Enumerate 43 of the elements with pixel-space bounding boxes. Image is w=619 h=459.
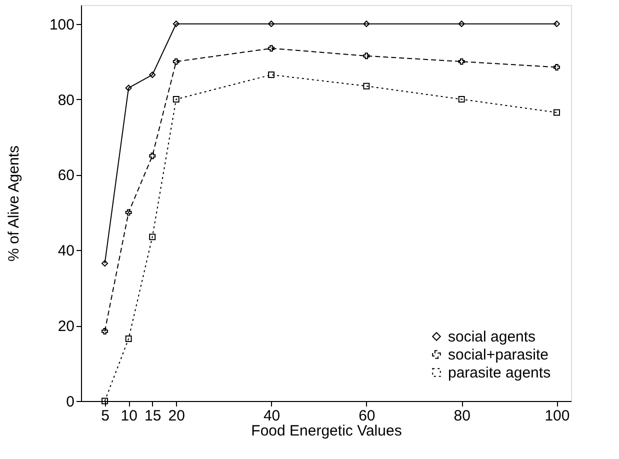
x-tick-label: 100 — [544, 408, 570, 424]
legend-label: social agents — [448, 328, 536, 346]
x-tick-label: 20 — [168, 408, 185, 424]
point — [172, 58, 180, 65]
point — [458, 58, 465, 65]
point — [172, 20, 180, 28]
point — [458, 96, 465, 103]
x-tick-label: 10 — [120, 408, 138, 424]
point — [102, 398, 108, 404]
point — [363, 20, 370, 28]
x-tick-label: 40 — [263, 408, 280, 424]
point — [553, 64, 560, 70]
point — [363, 52, 370, 60]
x-axis-title: Food Energetic Values — [251, 422, 402, 440]
point — [102, 260, 108, 267]
point — [268, 20, 275, 28]
point — [268, 45, 275, 52]
point — [172, 96, 180, 103]
y-tick-label: 100 — [49, 16, 74, 34]
point — [125, 84, 132, 92]
point — [149, 152, 156, 160]
y-axis-title: % of Alive Agents — [5, 146, 22, 262]
point — [149, 234, 156, 240]
point — [125, 209, 132, 216]
point — [125, 336, 132, 342]
y-tick-label: 60 — [58, 167, 74, 184]
legend-label: parasite agents — [448, 364, 551, 382]
legend-label: social+parasite — [448, 346, 548, 364]
point — [268, 72, 275, 78]
x-tick-label: 60 — [358, 408, 376, 424]
y-tick-label: 80 — [58, 92, 74, 109]
point — [458, 20, 465, 28]
y-tick-label: 20 — [58, 318, 74, 336]
point — [553, 109, 560, 116]
point — [102, 328, 108, 334]
x-tick-label: 80 — [454, 408, 470, 424]
point — [149, 72, 156, 78]
x-tick-label: 5 — [101, 408, 110, 424]
y-tick-label: 0 — [66, 394, 74, 410]
point — [553, 20, 560, 28]
y-tick-label: 40 — [58, 242, 74, 260]
x-tick-label: 15 — [144, 408, 162, 424]
point — [363, 82, 370, 90]
